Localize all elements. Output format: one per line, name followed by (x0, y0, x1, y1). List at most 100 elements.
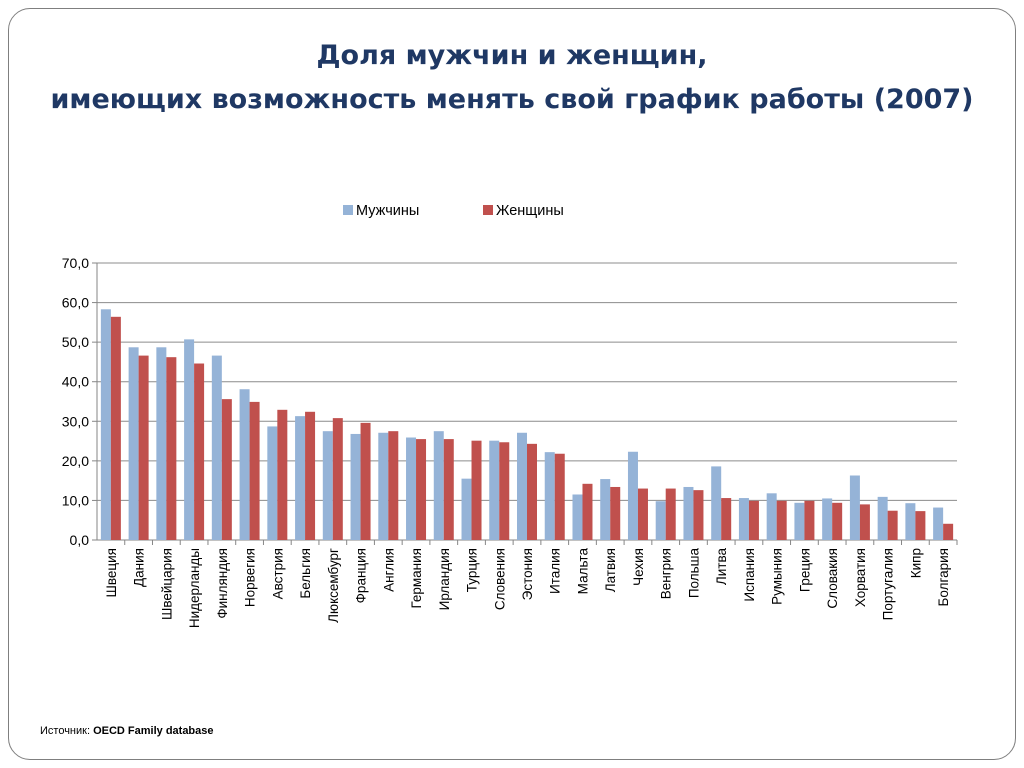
x-tick-label: Португалия (881, 548, 896, 620)
bar-women (332, 418, 343, 540)
legend-label-women: Женщины (496, 203, 564, 219)
y-tick-label: 50,0 (62, 334, 89, 350)
bar-men (544, 452, 555, 540)
bar-women (416, 439, 427, 540)
bar-women (499, 442, 510, 540)
x-tick-label: Венгрия (659, 548, 674, 599)
x-tick-label: Румыния (770, 548, 785, 605)
legend-swatch-women (483, 205, 493, 215)
bar-men (406, 437, 417, 540)
x-tick-label: Германия (409, 548, 424, 609)
x-tick-label: Эстония (520, 548, 535, 600)
bar-men (322, 431, 333, 540)
bar-men (738, 498, 749, 540)
bar-women (110, 316, 121, 540)
bar-women (471, 440, 482, 540)
y-tick-label: 70,0 (62, 255, 89, 271)
x-tick-label: Словения (492, 548, 507, 610)
bar-men (211, 355, 222, 540)
bar-women (443, 439, 454, 540)
y-tick-label: 40,0 (62, 374, 89, 390)
title-line-2: имеющих возможность менять свой график р… (50, 84, 974, 115)
x-tick-label: Чехия (631, 548, 646, 586)
bar-women (721, 498, 732, 540)
bar-women (610, 486, 621, 540)
bar-women (527, 443, 537, 540)
bar-women (277, 409, 288, 540)
x-tick-label: Турция (465, 548, 480, 592)
x-tick-label: Болгария (936, 548, 951, 606)
bar-women (138, 355, 149, 540)
bar-women (360, 422, 371, 540)
bar-men (128, 347, 139, 540)
bar-women (194, 363, 205, 540)
bar-women (166, 357, 177, 540)
bar-men (849, 475, 860, 540)
bar-women (804, 500, 815, 540)
bar-women (832, 502, 843, 540)
bar-men (600, 479, 611, 540)
x-tick-label: Литва (714, 548, 729, 586)
y-axis-tick-labels: 0,0 10,0 20,0 30,0 40,0 50,0 60,0 70,0 (62, 255, 89, 548)
bar-men (822, 498, 833, 540)
y-tick-label: 0,0 (70, 532, 90, 548)
y-tick-label: 20,0 (62, 453, 89, 469)
bar-women (637, 488, 648, 540)
bar-men (267, 426, 278, 540)
bar-women (388, 431, 399, 540)
bar-women (665, 488, 676, 540)
x-tick-label: Испания (742, 548, 757, 602)
bar-women (748, 500, 759, 540)
title-line-1: Доля мужчин и женщин, (316, 40, 708, 71)
x-tick-label: Швейцария (159, 548, 174, 620)
bar-men (905, 503, 916, 540)
bar-men (572, 494, 583, 540)
bar-men (295, 416, 306, 540)
x-tick-label: Финляндия (215, 548, 230, 619)
bar-men (877, 496, 888, 540)
x-tick-label: Латвия (603, 548, 618, 592)
bar-men (794, 502, 805, 540)
bar-women (776, 500, 787, 540)
x-tick-label: Франция (354, 548, 369, 603)
bar-men (350, 433, 361, 540)
x-tick-label: Норвегия (243, 548, 258, 607)
x-tick-label: Нидерланды (187, 548, 202, 628)
x-tick-label: Польша (686, 548, 701, 599)
bar-women (693, 490, 704, 540)
x-tick-label: Хорватия (853, 548, 868, 607)
x-tick-label: Греция (797, 548, 812, 592)
bar-men (683, 486, 694, 540)
slide-title: Доля мужчин и женщин, имеющих возможност… (0, 34, 1024, 122)
bar-men (378, 432, 389, 540)
bar-men (461, 478, 472, 540)
x-tick-label: Дания (132, 548, 147, 587)
x-tick-label: Бельгия (298, 548, 313, 599)
x-tick-label: Швеция (104, 548, 119, 598)
x-axis-tick-labels: Швеция Дания Швейцария Нидерланды Финляндия Н… (104, 548, 951, 629)
legend-swatch-men (343, 205, 353, 215)
bar-men (156, 347, 167, 540)
x-tick-label: Англия (381, 548, 396, 592)
y-tick-label: 10,0 (62, 492, 89, 508)
source-label: Источник: (40, 725, 91, 737)
x-tick-label: Австрия (270, 548, 285, 599)
bar-men (184, 339, 195, 540)
bar-women (221, 399, 232, 540)
bar-women (943, 523, 954, 540)
bar-men (517, 432, 527, 540)
bar-men (655, 501, 666, 540)
bar-women (887, 510, 898, 540)
bar-men (766, 493, 777, 540)
x-tick-label: Люксембург (326, 548, 341, 623)
bar-men (239, 389, 250, 540)
bar-women (859, 504, 870, 540)
bar-men (627, 451, 638, 540)
bar-women (249, 401, 260, 540)
source-value: OECD Family database (93, 725, 214, 737)
y-tick-label: 60,0 (62, 295, 89, 311)
bars (100, 309, 958, 545)
x-tick-label: Кипр (908, 548, 923, 578)
bar-women (554, 453, 565, 540)
bar-men (433, 431, 444, 540)
